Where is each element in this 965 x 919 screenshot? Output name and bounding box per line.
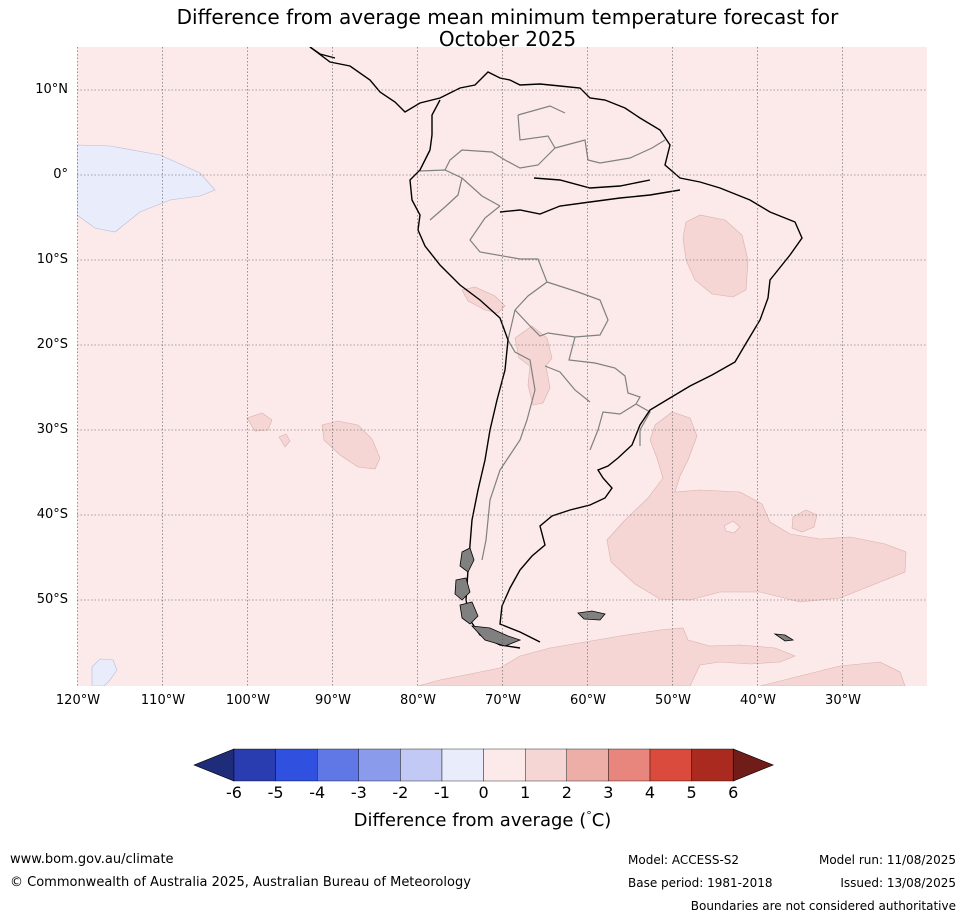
footer-model-run: Model run: 11/08/2025: [818, 853, 956, 867]
map-title-line2: October 2025: [438, 27, 577, 51]
colorbar-tick-label: -6: [226, 783, 242, 802]
footer-disclaimer: Boundaries are not considered authoritat…: [690, 899, 956, 913]
colorbar-label: Difference from average (°C): [0, 809, 965, 831]
colorbar-cell: [317, 748, 360, 782]
colorbar-cell: [483, 748, 526, 782]
warm-anomaly-andes: [514, 325, 553, 406]
colorbar-tick-label: -1: [434, 783, 450, 802]
colorbar-cell: [275, 748, 318, 782]
lon-label-40w: 40°W: [740, 693, 776, 708]
warm-anomaly-pacific-east: [321, 420, 381, 470]
warm-anomaly-brazil: [682, 214, 749, 298]
colorbar-cell: [608, 748, 651, 782]
lat-label-40s: 40°S: [36, 507, 68, 522]
colorbar-tick-label: 5: [686, 783, 697, 802]
colorbar-label-degree: °: [586, 809, 592, 822]
lon-label-80w: 80°W: [400, 693, 436, 708]
lat-label-20s: 20°S: [36, 337, 68, 352]
warm-anomaly-pacific-tiny: [278, 433, 291, 448]
colorbar-cell: [441, 748, 484, 782]
colorbar-cell: [649, 748, 692, 782]
colorbar-label-prefix: Difference from average (: [353, 810, 587, 831]
colorbar-tick-label: 1: [520, 783, 531, 802]
colorbar-tick-label: 3: [603, 783, 614, 802]
footer-issued: Issued: 13/08/2025: [840, 876, 956, 890]
cool-anomaly-south-pacific: [91, 658, 118, 686]
warm-anomaly-hole-1: [723, 520, 741, 534]
colorbar-cell: [400, 748, 443, 782]
colorbar-cell: [358, 748, 401, 782]
lon-label-30w: 30°W: [825, 693, 861, 708]
lat-label-30s: 30°S: [36, 422, 68, 437]
footer-base-period: Base period: 1981-2018: [628, 876, 773, 890]
footer-copyright: © Commonwealth of Australia 2025, Austra…: [10, 875, 471, 890]
footer-model: Model: ACCESS-S2: [628, 853, 740, 867]
colorbar-tick-label: 4: [644, 783, 656, 802]
warm-anomaly-southern-ocean: [417, 627, 796, 686]
footer-website: www.bom.gov.au/climate: [10, 852, 174, 867]
lat-label-50s: 50°S: [36, 592, 68, 607]
warm-anomaly-southeast: [759, 661, 906, 686]
lon-label-120w: 120°W: [55, 693, 101, 708]
lat-label-10s: 10°S: [36, 252, 68, 267]
lon-label-90w: 90°W: [315, 693, 351, 708]
graticule: [77, 47, 927, 686]
warm-anomaly-pacific-small: [246, 412, 273, 432]
warm-anomaly-south-atlantic: [606, 411, 907, 603]
colorbar-extend-high: [732, 748, 775, 782]
colorbar-tick-label: -3: [350, 783, 367, 802]
colorbar-cell: [525, 748, 568, 782]
country-borders: [419, 105, 666, 561]
warm-anomaly-peru: [461, 286, 506, 314]
lon-label-50w: 50°W: [655, 693, 691, 708]
colorbar-tick-label: -4: [309, 783, 326, 802]
lon-label-70w: 70°W: [485, 693, 521, 708]
lon-label-60w: 60°W: [570, 693, 606, 708]
lon-label-110w: 110°W: [140, 693, 186, 708]
map-title-line1: Difference from average mean minimum tem…: [176, 5, 839, 29]
patagonia-islands: [454, 547, 795, 647]
colorbar-tick-label: -2: [392, 783, 409, 802]
colorbar-cell: [566, 748, 609, 782]
colorbar-cell: [691, 748, 734, 782]
colorbar-tick-label: -5: [267, 783, 284, 802]
colorbar-tick-label: 6: [728, 783, 739, 802]
lat-label-0: 0°: [53, 167, 68, 182]
warm-anomaly-island: [791, 509, 818, 533]
lon-label-100w: 100°W: [225, 693, 271, 708]
colorbar-cell: [233, 748, 276, 782]
cool-anomaly-pacific: [77, 144, 216, 233]
lat-label-10n: 10°N: [35, 82, 68, 97]
colorbar-tick-label: 2: [561, 783, 572, 802]
colorbar-tick-label: 0: [478, 783, 489, 802]
colorbar-label-suffix: C): [591, 810, 612, 831]
colorbar-extend-low: [193, 748, 235, 782]
